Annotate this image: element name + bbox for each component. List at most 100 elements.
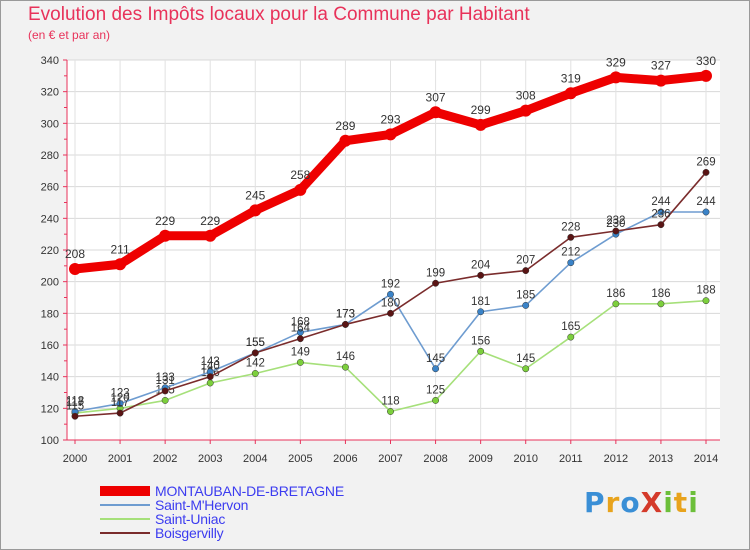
data-label: 236 [651, 209, 670, 221]
data-point [700, 69, 712, 82]
legend-swatch-saint-mhervon [100, 504, 150, 506]
logo-letter: X [640, 486, 664, 519]
y-tick-label: 300 [41, 118, 59, 130]
x-tick-label: 2000 [63, 453, 87, 465]
data-point [161, 396, 169, 404]
data-point [567, 259, 575, 267]
y-tick-label: 320 [41, 87, 59, 99]
data-label: 118 [381, 396, 399, 408]
data-label: 244 [651, 196, 671, 208]
data-point [294, 183, 307, 196]
data-label: 173 [336, 308, 355, 320]
proxiti-logo: ProXiti [584, 486, 699, 519]
data-point [522, 365, 530, 373]
data-label: 232 [606, 215, 625, 227]
data-label: 212 [561, 247, 580, 259]
data-label: 180 [381, 297, 400, 309]
data-label: 293 [380, 112, 400, 126]
y-tick-label: 160 [41, 340, 59, 352]
data-point [69, 263, 81, 275]
data-label: 229 [200, 214, 220, 228]
logo-letter: i [688, 486, 699, 519]
data-label: 131 [156, 375, 175, 387]
data-point [251, 349, 259, 357]
data-point [296, 335, 304, 343]
x-tick-label: 2013 [649, 453, 673, 465]
data-label: 188 [696, 285, 715, 297]
data-point [702, 297, 710, 305]
y-tick-label: 100 [41, 435, 59, 447]
data-point [387, 309, 394, 317]
x-tick-label: 2014 [694, 453, 718, 465]
y-tick-label: 140 [41, 372, 59, 384]
legend-label-saint-mhervon: Saint-M'Hervon [155, 497, 249, 513]
data-point [341, 363, 349, 371]
logo-letter: o [620, 486, 641, 519]
data-label: 211 [111, 242, 130, 256]
data-point [477, 347, 485, 355]
x-tick-label: 2006 [333, 453, 357, 465]
data-label: 181 [471, 296, 490, 308]
data-label: 133 [156, 372, 175, 384]
y-tick-label: 280 [41, 150, 59, 162]
logo-letter: r [605, 486, 621, 519]
data-point [522, 301, 530, 309]
data-label: 123 [110, 388, 129, 400]
y-tick-label: 240 [41, 213, 59, 225]
data-point [612, 227, 620, 235]
x-tick-label: 2003 [198, 453, 222, 465]
data-point [474, 118, 487, 131]
data-point [206, 379, 214, 387]
data-label: 186 [606, 288, 625, 300]
data-label: 143 [201, 356, 220, 368]
data-label: 145 [516, 353, 535, 365]
data-label: 140 [201, 361, 220, 373]
data-point [522, 267, 530, 275]
data-point [477, 271, 485, 279]
data-point [387, 290, 394, 298]
x-tick-label: 2005 [288, 453, 312, 465]
data-label: 245 [245, 188, 265, 202]
x-tick-label: 2009 [468, 453, 492, 465]
data-point [384, 128, 397, 141]
y-tick-label: 260 [41, 182, 59, 194]
x-tick-label: 2012 [604, 453, 628, 465]
logo-letter: P [584, 486, 606, 519]
data-point [702, 168, 710, 176]
data-label: 118 [66, 396, 84, 408]
data-label: 199 [426, 267, 445, 279]
data-point [612, 300, 620, 308]
data-label: 165 [561, 321, 580, 333]
data-point [432, 365, 440, 373]
y-tick-label: 180 [41, 308, 59, 320]
y-tick-label: 200 [41, 277, 59, 289]
data-label: 186 [651, 288, 670, 300]
data-point [564, 87, 577, 100]
data-label: 185 [516, 289, 535, 301]
data-point [654, 74, 667, 87]
data-point [296, 358, 304, 366]
data-label: 155 [246, 337, 265, 349]
data-point [567, 333, 575, 341]
data-point [249, 204, 262, 217]
legend-swatch-boisgervilly [100, 532, 150, 534]
data-point [657, 208, 665, 216]
x-tick-label: 2010 [513, 453, 537, 465]
data-point [609, 71, 622, 84]
data-point [519, 104, 532, 117]
data-label: 308 [516, 89, 536, 103]
data-label: 117 [66, 397, 84, 409]
data-point [161, 387, 169, 395]
data-point [251, 370, 259, 377]
data-label: 229 [155, 214, 175, 228]
data-label: 117 [111, 397, 129, 409]
data-point [204, 229, 217, 242]
y-tick-label: 120 [41, 403, 59, 415]
data-label: 115 [66, 400, 84, 412]
data-label: 228 [561, 221, 580, 233]
data-point [432, 396, 440, 404]
data-label: 258 [290, 168, 310, 182]
data-point [71, 412, 79, 420]
chart-title: Evolution des Impôts locaux pour la Comm… [28, 4, 530, 25]
